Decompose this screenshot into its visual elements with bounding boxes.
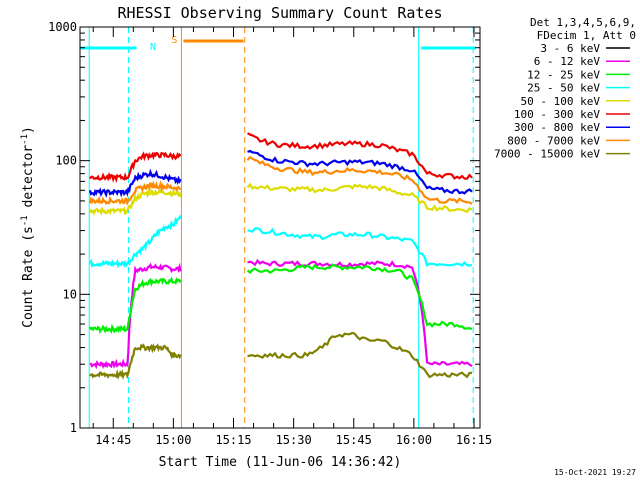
x-tick-label: 16:00 (396, 433, 432, 447)
legend-entry-label: 25 - 50 keV (527, 82, 600, 95)
flag-label-N: N (150, 42, 156, 53)
series-7000-15000-kev-after (247, 331, 473, 379)
series-800-7000-kev-after (246, 155, 473, 205)
plot-frame (79, 26, 481, 429)
x-tick-label: 16:15 (456, 433, 492, 447)
series-300-800-kev-before (88, 168, 182, 198)
x-axis-label: Start Time (11-Jun-06 14:36:42) (159, 455, 402, 470)
x-tick-label: 15:00 (155, 433, 191, 447)
series-6-12-kev-after (247, 258, 473, 368)
x-tick-label: 15:30 (276, 433, 312, 447)
flag-bars: NS (80, 35, 476, 53)
legend-entry-label: 800 - 7000 keV (507, 134, 600, 147)
series-50-100-kev-after (246, 182, 473, 214)
series-50-100-kev-before (88, 187, 182, 216)
legend-header-line-1: Det 1,3,4,5,6,9, (530, 16, 636, 29)
legend-header: Det 1,3,4,5,6,9, FDecim 1, Att 0 (530, 16, 636, 42)
y-tick-label: 10 (63, 287, 77, 301)
series-lines (88, 132, 473, 380)
legend-header-line-2: FDecim 1, Att 0 (537, 29, 636, 42)
legend-entry-label: 6 - 12 keV (534, 55, 601, 68)
legend-entry-label: 7000 - 15000 keV (494, 148, 600, 161)
x-axis: 14:45 15:00 15:15 15:30 15:45 16:00 16:15 (92, 27, 492, 447)
series-800-7000-kev-before (88, 179, 182, 207)
y-tick-label: 100 (55, 154, 77, 168)
y-tick-label: 1000 (48, 20, 77, 34)
y-axis-label: Count Rate (s-1 detector-1) (20, 126, 36, 328)
x-tick-label: 15:15 (215, 433, 251, 447)
series-12-25-kev-after (246, 263, 473, 330)
legend-entry-label: 50 - 100 keV (521, 95, 601, 108)
series-300-800-kev-after (247, 149, 473, 195)
series-7000-15000-kev-before (89, 343, 182, 380)
series-12-25-kev-before (89, 276, 182, 334)
legend-entry-label: 300 - 800 keV (514, 121, 600, 134)
render-timestamp: 15-Oct-2021 19:27 (554, 468, 636, 477)
series-100-300-kev-after (246, 132, 473, 180)
y-tick-label: 1 (70, 421, 77, 435)
flag-label-S: S (171, 35, 177, 46)
y-axis: 1 10 100 1000 (48, 20, 480, 435)
gap-lines (88, 27, 474, 428)
x-tick-label: 14:45 (95, 433, 131, 447)
x-tick-label: 15:45 (336, 433, 372, 447)
chart-title: RHESSI Observing Summary Count Rates (117, 4, 442, 22)
series-100-300-kev-before (89, 151, 182, 184)
legend-entry-label: 12 - 25 keV (527, 68, 600, 81)
series-6-12-kev-before (89, 262, 182, 370)
legend-entry-label: 3 - 6 keV (540, 42, 600, 55)
series-25-50-kev-before (89, 214, 182, 269)
legend-entry-label: 100 - 300 keV (514, 108, 600, 121)
series-25-50-kev-after (247, 227, 473, 268)
